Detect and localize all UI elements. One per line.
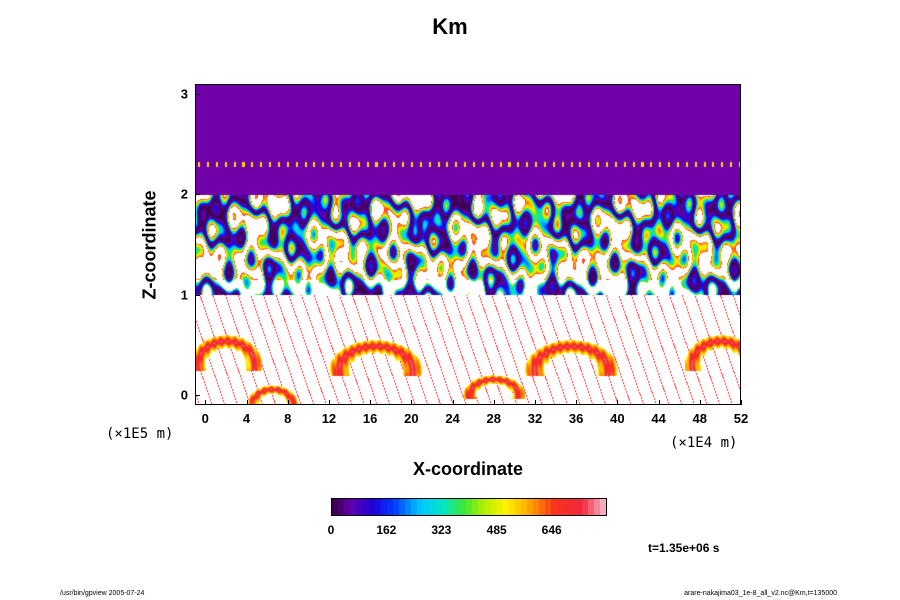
x-tick-mark [659,400,660,405]
x-tick-mark [329,400,330,405]
x-tick-label: 20 [404,411,419,426]
x-tick-label: 16 [362,411,378,426]
colorbar-segment [599,499,607,515]
colorbar-tick-label: 485 [486,523,507,537]
colorbar-segment [459,499,467,515]
colorbar-segment [392,499,400,515]
colorbar-segment [569,499,577,515]
x-tick-label: 4 [242,411,251,426]
x-tick-mark [247,400,248,405]
x-tick-label: 36 [568,411,584,426]
x-tick-mark [205,400,206,405]
x-scale-factor: (×1E4 m) [670,435,738,451]
colorbar-segment [496,499,503,515]
x-tick-mark [453,400,454,405]
colorbar-segment [532,499,540,515]
colorbar-segment [551,499,558,515]
x-tick-label: 32 [527,411,543,426]
colorbar-segment [539,499,546,515]
x-tick-label: 12 [321,411,337,426]
x-tick-label: 44 [651,411,666,426]
x-tick-mark [741,400,742,405]
colorbar-segment [429,499,436,515]
colorbar-segment [587,499,595,515]
y-tick-label: 2 [180,186,188,202]
y-tick-label: 3 [180,86,188,102]
colorbar-segment [441,499,449,515]
colorbar-segment [472,499,479,515]
colorbar-segment [386,499,394,515]
colorbar-segment [398,499,406,515]
colorbar-segment [520,499,528,515]
x-tick-mark [576,400,577,405]
y-tick-mark [195,395,200,396]
colorbar-segment [435,499,443,515]
colorbar-segment [453,499,461,515]
y-tick-mark [195,295,200,296]
colorbar-tick-label: 162 [376,523,397,537]
colorbar-segment [417,499,424,515]
x-tick-mark [288,400,289,405]
colorbar-segment [575,499,583,515]
colorbar-tick-label: 323 [431,523,452,537]
colorbar-segment [526,499,534,515]
x-tick-label: 48 [692,411,708,426]
x-tick-mark [494,400,495,405]
colorbar-segment [484,499,491,515]
km-heatmap-field [195,84,741,405]
colorbar-segment [557,499,564,515]
x-tick-mark [535,400,536,405]
colorbar-segment [344,499,351,515]
x-tick-label: 40 [610,411,625,426]
colorbar-segment [447,499,455,515]
colorbar-segment [338,499,345,515]
x-tick-mark [700,400,701,405]
time-label: t=1.35e+06 s [648,541,720,555]
colorbar-segment [581,499,589,515]
footer-left-text: /usr/bin/gpview 2005-07-24 [60,590,145,597]
colorbar-segment [514,499,522,515]
colorbar-segment [508,499,516,515]
x-tick-mark [411,400,412,405]
y-axis-label: Z-coordinate [139,190,160,300]
y-tick-mark [195,194,200,195]
x-tick-mark [617,400,618,405]
chart-title: Km [432,14,468,39]
x-tick-label: 0 [201,411,209,426]
y-tick-mark [195,94,200,95]
colorbar-segment [593,499,601,515]
x-tick-label: 28 [486,411,501,426]
x-tick-mark [370,400,371,405]
colorbar-segment [356,499,363,515]
colorbar-segment [563,499,570,515]
colorbar-segment [405,499,412,515]
x-tick-label: 24 [445,411,460,426]
colorbar [331,498,607,516]
colorbar-segment [502,499,510,515]
plot-area [195,84,741,405]
colorbar-segment [478,499,485,515]
colorbar-tick-label: 0 [327,523,335,537]
footer-right-text: arare-nakajima03_1e-8_all_v2.nc@Km,t=135… [684,590,837,597]
colorbar-segment [423,499,430,515]
x-tick-label: 8 [284,411,292,426]
z-scale-factor: (×1E5 m) [106,426,174,442]
y-tick-label: 1 [180,287,188,303]
x-tick-label: 52 [733,411,749,426]
y-tick-label: 0 [180,387,188,403]
colorbar-tick-label: 646 [541,523,562,537]
colorbar-segment [411,499,418,515]
colorbar-segment [545,499,552,515]
colorbar-segment [380,499,388,515]
colorbar-segment [490,499,497,515]
colorbar-segment [465,499,473,515]
x-axis-label: X-coordinate [412,459,523,479]
colorbar-segment [368,499,376,515]
colorbar-segment [374,499,382,515]
colorbar-segment [350,499,357,515]
colorbar-segment [332,499,339,515]
colorbar-segment [362,499,370,515]
